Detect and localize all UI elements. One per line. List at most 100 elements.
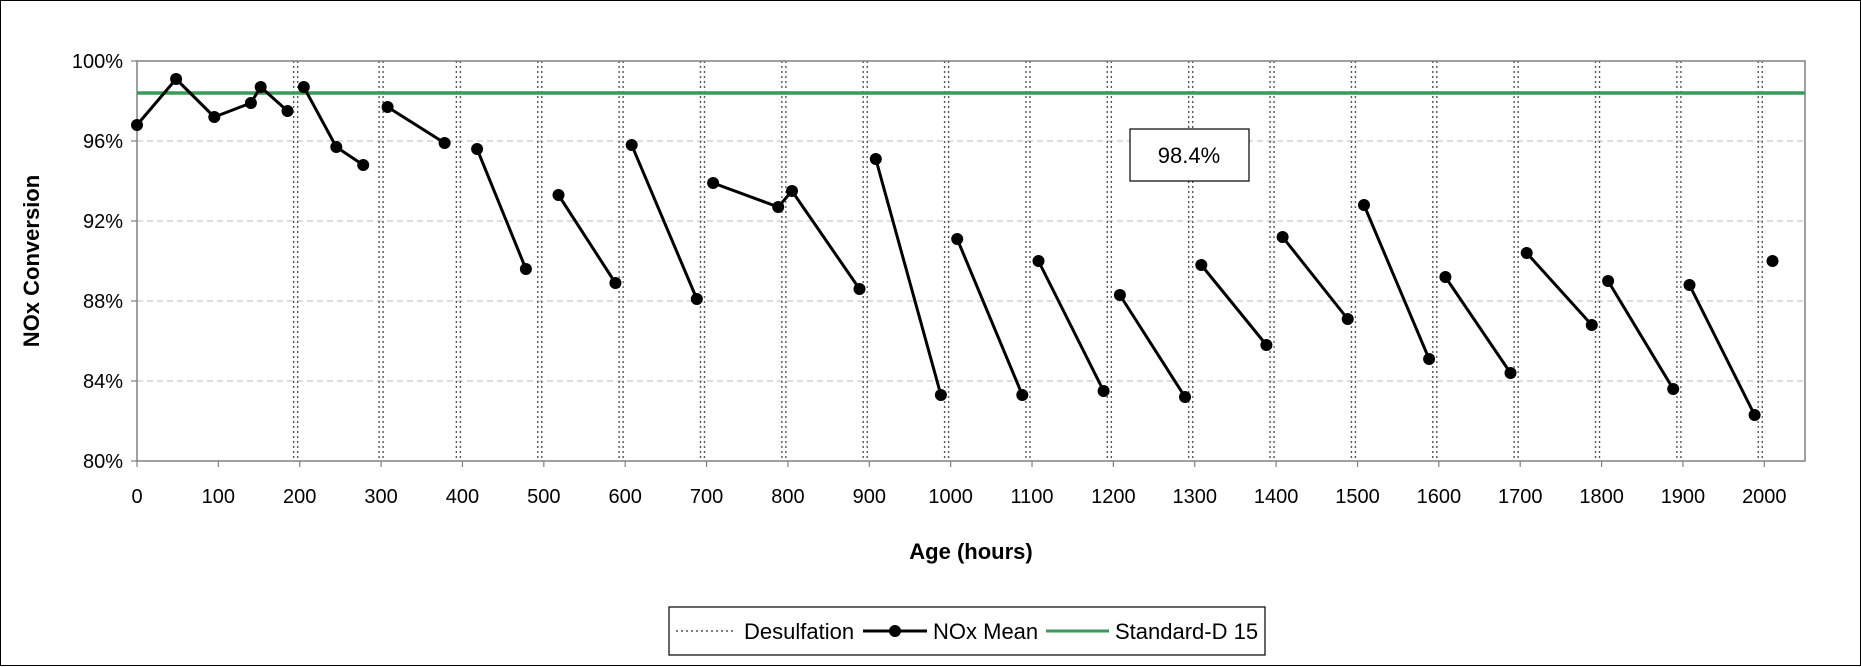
x-tick-label-0: 0	[131, 486, 142, 508]
x-axis-ticks: 0 100 200 300 400 500 600 700 800 900 1000 1100 1200…	[131, 461, 1787, 508]
annotation-frame	[1129, 128, 1250, 182]
nox-mean-point-1-0	[297, 81, 310, 93]
nox-mean-segment-12	[1281, 236, 1349, 320]
nox-mean-segment-9	[1037, 260, 1105, 392]
nox-mean-point-4-0	[552, 189, 565, 201]
nox-mean-point-8-0	[951, 233, 964, 245]
nox-mean-point-0-2	[208, 111, 221, 123]
nox-mean-point-0-0	[131, 119, 143, 131]
nox-mean-segment-11	[1200, 264, 1268, 346]
x-tick-label-1500: 1500	[1335, 486, 1380, 508]
y-tick-label-100: 100%	[72, 51, 123, 73]
legend-standard-label: Standard-D 15	[1115, 619, 1258, 644]
nox-mean-point-14-0	[1439, 271, 1452, 283]
nox-mean-point-16-1	[1667, 383, 1680, 395]
x-tick-label-1400: 1400	[1254, 486, 1299, 508]
nox-mean-segment-6	[712, 181, 861, 290]
y-tick-label-96: 96%	[83, 131, 123, 153]
nox-mean-point-16-0	[1602, 275, 1615, 287]
nox-mean-point-0-1	[170, 73, 183, 85]
x-tick-label-100: 100	[202, 486, 235, 508]
annotation-box: 98.4%	[1129, 128, 1250, 182]
nox-mean-point-1-2	[357, 159, 370, 171]
x-tick-label-600: 600	[609, 486, 642, 508]
nox-mean-point-3-0	[471, 143, 484, 155]
nox-mean-segment-17	[1688, 284, 1756, 416]
legend: Desulfation NOx Mean Standard-D 15	[668, 606, 1266, 656]
x-tick-label-1600: 1600	[1417, 486, 1462, 508]
y-axis-title: NOx Conversion	[19, 175, 44, 347]
x-tick-label-800: 800	[771, 486, 804, 508]
nox-mean-segment-15	[1525, 251, 1593, 327]
nox-mean-segment-10	[1118, 294, 1187, 398]
nox-mean-segment-5	[630, 144, 699, 300]
legend-desulfation-label: Desulfation	[744, 619, 854, 644]
nox-mean-point-14-1	[1504, 367, 1517, 379]
legend-nox-mean-label: NOx Mean	[933, 619, 1038, 644]
nox-mean-point-11-0	[1195, 259, 1208, 271]
legend-frame	[668, 606, 1266, 656]
nox-mean-segment-1	[302, 86, 365, 167]
nox-mean-point-12-1	[1341, 313, 1354, 325]
desulfation-lines	[292, 61, 1763, 461]
nox-mean-point-12-0	[1276, 231, 1289, 243]
nox-mean-segment-13	[1362, 204, 1431, 360]
nox-mean-segment-8	[955, 238, 1024, 396]
nox-mean-point-0-4	[254, 81, 267, 93]
nox-mean-point-10-1	[1179, 391, 1191, 403]
x-tick-label-1800: 1800	[1579, 486, 1624, 508]
x-tick-label-1900: 1900	[1661, 486, 1706, 508]
x-tick-label-200: 200	[283, 486, 316, 508]
nox-mean-segment-14	[1444, 276, 1512, 374]
nox-mean-point-11-1	[1260, 339, 1273, 351]
y-tick-label-80: 80%	[83, 451, 123, 473]
nox-mean-point-7-1	[934, 389, 947, 401]
nox-mean-point-1-1	[330, 141, 343, 153]
nox-mean-segment-2	[386, 105, 446, 145]
nox-mean-point-17-0	[1683, 279, 1696, 291]
nox-mean-segment-7	[874, 158, 943, 396]
nox-mean-point-5-0	[625, 139, 638, 151]
nox-mean-point-4-1	[609, 277, 622, 289]
nox-mean-point-8-1	[1016, 389, 1029, 401]
nox-mean-point-3-1	[519, 263, 532, 275]
x-tick-label-1100: 1100	[1011, 486, 1054, 508]
nox-mean-point-18-0	[1766, 255, 1779, 267]
nox-mean-segment-16	[1606, 280, 1675, 390]
nox-mean-segment-4	[557, 194, 617, 284]
nox-mean-point-15-0	[1520, 247, 1533, 259]
x-tick-label-400: 400	[446, 486, 479, 508]
x-tick-label-500: 500	[527, 486, 560, 508]
x-tick-label-1300: 1300	[1173, 486, 1218, 508]
x-tick-label-1200: 1200	[1091, 486, 1136, 508]
nox-mean-point-10-0	[1113, 289, 1126, 301]
nox-mean-point-5-1	[690, 293, 703, 305]
y-tick-label-88: 88%	[83, 291, 123, 313]
nox-mean-point-13-1	[1423, 353, 1436, 365]
plot-area	[136, 60, 1806, 462]
nox-mean-point-6-1	[772, 201, 785, 213]
gridlines	[137, 140, 1805, 382]
annotation-text: 98.4%	[1158, 143, 1220, 168]
nox-mean-point-0-5	[281, 105, 294, 117]
x-tick-label-2000: 2000	[1742, 486, 1787, 508]
x-axis-title: Age (hours)	[909, 539, 1032, 564]
nox-mean-point-0-3	[244, 97, 257, 109]
nox-mean-point-13-0	[1358, 199, 1370, 211]
nox-mean-point-6-2	[786, 185, 798, 197]
x-tick-label-300: 300	[364, 486, 397, 508]
y-tick-label-84: 84%	[83, 371, 123, 393]
nox-mean-point-15-1	[1585, 319, 1598, 331]
nox-mean-series	[131, 73, 1779, 421]
y-tick-label-92: 92%	[83, 211, 123, 233]
nox-mean-point-2-1	[438, 137, 451, 149]
nox-mean-point-9-0	[1032, 255, 1045, 267]
nox-mean-point-6-0	[707, 177, 720, 189]
y-axis-ticks: 80% 84% 88% 92% 96% 100%	[72, 51, 137, 473]
legend-nox-mean-marker	[889, 625, 901, 637]
nox-mean-point-2-0	[381, 101, 394, 113]
x-tick-label-700: 700	[690, 486, 723, 508]
nox-mean-point-6-3	[853, 283, 866, 295]
x-tick-label-1700: 1700	[1498, 486, 1543, 508]
